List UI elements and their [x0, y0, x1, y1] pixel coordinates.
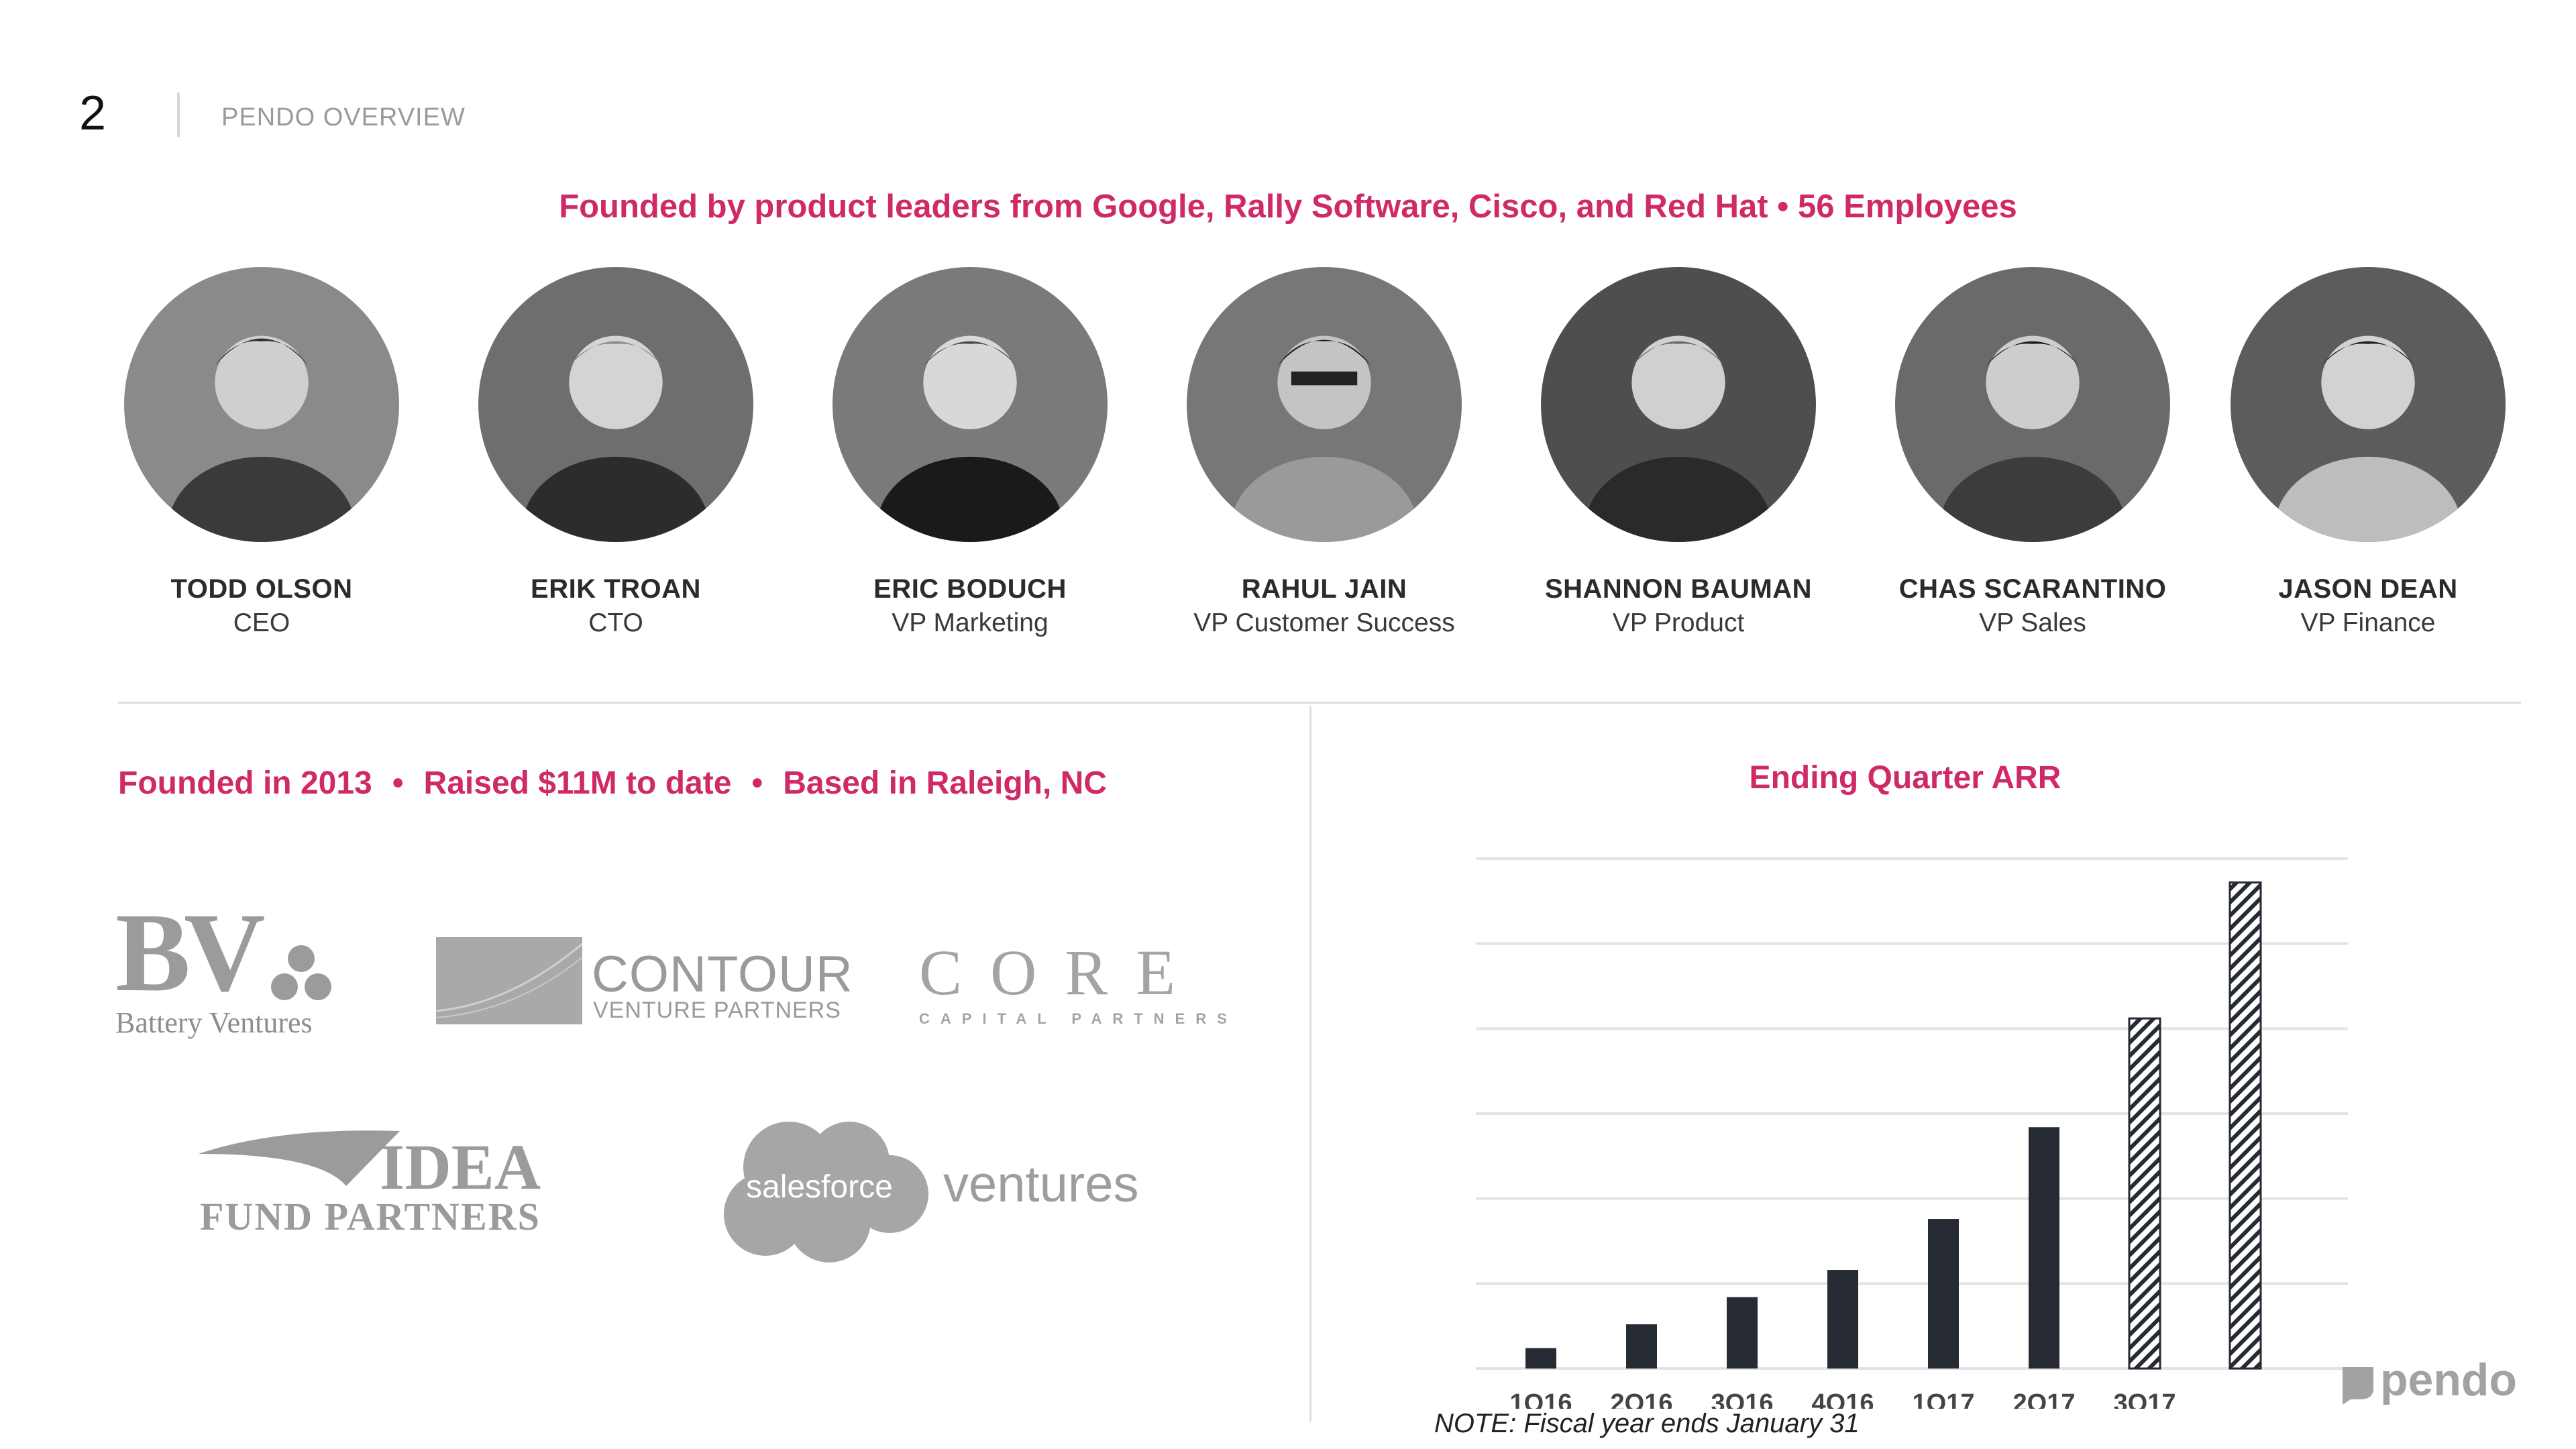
founders-headline: Founded by product leaders from Google, … — [559, 189, 2017, 225]
idea-title: IDEA — [380, 1131, 541, 1203]
member-role: VP Sales — [1979, 608, 2086, 637]
member-role: CEO — [233, 608, 290, 637]
fact-founded: Founded in 2013 — [118, 765, 372, 801]
chart-bar — [2029, 1127, 2059, 1368]
x-tick-label: 3Q16 — [1711, 1389, 1774, 1409]
contour-subtitle: VENTURE PARTNERS — [593, 998, 841, 1023]
idea-fund-logo: IDEA FUND PARTNERS — [199, 1127, 614, 1241]
team-photo — [2231, 267, 2506, 542]
member-name: ERIC BODUCH — [873, 574, 1067, 604]
salesforce-ventures-logo: salesforce ventures — [715, 1114, 1171, 1268]
contour-title: CONTOUR — [592, 946, 853, 1003]
x-tick-label: 2Q17 — [2013, 1389, 2076, 1409]
chart-bar — [1626, 1324, 1657, 1368]
team-photo — [478, 267, 753, 542]
leadership-team: TODD OLSON CEO ERIK TROAN CTO ERIC BODUC… — [0, 0, 2576, 671]
battery-ventures-logo: BV Battery Ventures — [115, 890, 337, 1043]
team-photo — [124, 267, 399, 542]
x-tick-label: 1Q17 — [1913, 1389, 1975, 1409]
chart-bar — [1928, 1219, 1959, 1368]
team-member: ERIC BODUCH VP Marketing — [796, 267, 1144, 638]
member-role: VP Product — [1612, 608, 1745, 637]
salesforce-wordmark: salesforce — [746, 1169, 893, 1205]
fact-based: Based in Raleigh, NC — [783, 765, 1107, 801]
battery-ventures-letters: BV — [115, 890, 265, 1015]
header-divider — [177, 93, 180, 137]
chart-bar — [2229, 881, 2262, 1370]
x-tick-label: 2Q16 — [1611, 1389, 1673, 1409]
arr-bar-chart: 1Q16 2Q16 3Q16 4Q16 1Q17 2Q17 3Q17 — [1476, 857, 2348, 1409]
member-name: CHAS SCARANTINO — [1898, 574, 2167, 604]
team-member: CHAS SCARANTINO VP Sales — [1858, 267, 2207, 638]
pendo-logo: pendo — [2336, 1354, 2537, 1411]
team-member: JASON DEAN VP Finance — [2194, 267, 2542, 638]
team-photo — [833, 267, 1108, 542]
battery-circles-icon — [271, 945, 331, 1000]
chart-bar — [1727, 1297, 1758, 1368]
company-facts: Founded in 2013 • Raised $11M to date • Base… — [118, 765, 1107, 802]
member-name: TODD OLSON — [170, 574, 353, 604]
team-photo — [1895, 267, 2170, 542]
idea-subtitle: FUND PARTNERS — [200, 1195, 541, 1238]
team-photo — [1541, 267, 1816, 542]
member-name: JASON DEAN — [2278, 574, 2458, 604]
contour-mark-icon — [436, 937, 582, 1024]
vertical-divider — [1309, 706, 1311, 1422]
core-title: CORE — [919, 936, 1204, 1008]
battery-ventures-name: Battery Ventures — [115, 1006, 313, 1039]
fact-raised: Raised $11M to date — [423, 765, 732, 801]
chart-bar — [1827, 1270, 1858, 1368]
chart-note: NOTE: Fiscal year ends January 31 — [1434, 1409, 1860, 1438]
team-member: ERIK TROAN CTO — [441, 267, 790, 638]
team-member: TODD OLSON CEO — [87, 267, 436, 638]
member-role: VP Finance — [2300, 608, 2436, 637]
chart-bar — [1525, 1348, 1556, 1368]
chart-title: Ending Quarter ARR — [1749, 760, 2061, 796]
horizontal-divider — [118, 702, 2521, 704]
page-number: 2 — [79, 87, 107, 140]
team-photo — [1187, 267, 1462, 542]
pendo-mark-icon — [2343, 1367, 2373, 1405]
member-name: ERIK TROAN — [531, 574, 701, 604]
member-name: SHANNON BAUMAN — [1544, 574, 1813, 604]
pendo-wordmark: pendo — [2380, 1354, 2517, 1405]
idea-wing-icon — [199, 1130, 400, 1186]
team-member: RAHUL JAIN VP Customer Success — [1150, 267, 1499, 638]
ventures-wordmark: ventures — [943, 1156, 1139, 1213]
x-tick-label: 1Q16 — [1510, 1389, 1572, 1409]
core-logo: CORE CAPITAL PARTNERS — [919, 936, 1241, 1028]
chart-bar — [2128, 1017, 2161, 1370]
section-label: PENDO OVERVIEW — [221, 103, 466, 131]
team-member: SHANNON BAUMAN VP Product — [1504, 267, 1853, 638]
x-tick-label: 4Q16 — [1812, 1389, 1874, 1409]
fact-separator: • — [751, 765, 763, 801]
core-subtitle: CAPITAL PARTNERS — [919, 1010, 1238, 1027]
member-role: CTO — [588, 608, 643, 637]
member-role: VP Customer Success — [1193, 608, 1455, 637]
contour-logo: CONTOUR VENTURE PARTNERS — [436, 936, 853, 1030]
fact-separator: • — [392, 765, 404, 801]
member-name: RAHUL JAIN — [1241, 574, 1407, 604]
salesforce-cloud-icon — [724, 1122, 928, 1263]
member-role: VP Marketing — [892, 608, 1049, 637]
x-tick-label: 3Q17 — [2114, 1389, 2176, 1409]
